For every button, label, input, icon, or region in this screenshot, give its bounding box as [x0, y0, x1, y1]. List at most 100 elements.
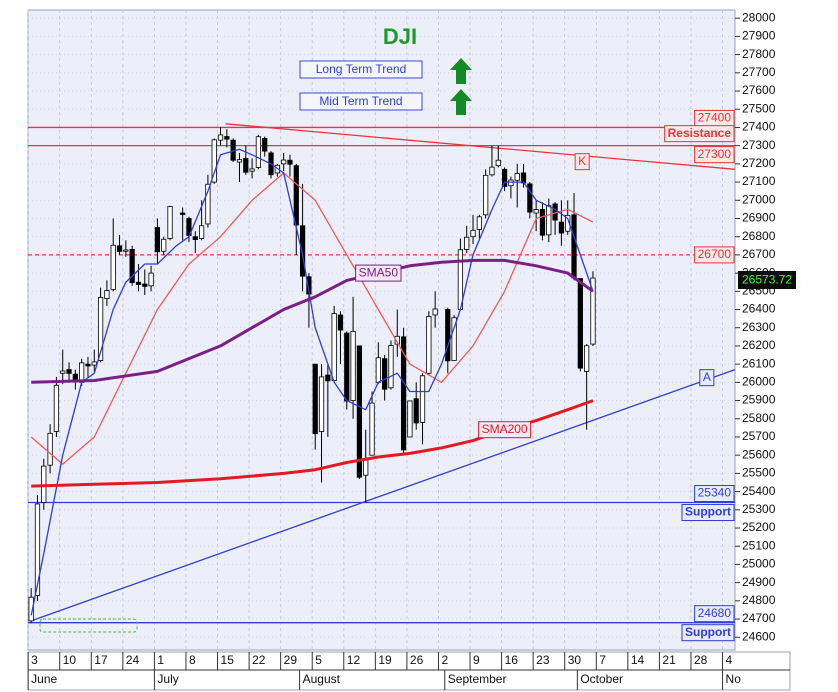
- y-tick-label: 25100: [742, 538, 776, 552]
- candle-body: [180, 212, 186, 215]
- plot-area: [27, 9, 736, 651]
- candle-body: [344, 332, 350, 402]
- candle-body: [148, 272, 154, 287]
- y-tick-label: 27500: [742, 101, 776, 115]
- x-tick-label: 8: [189, 653, 196, 667]
- candle-body: [527, 183, 533, 213]
- y-tick-label: 27400: [742, 120, 776, 134]
- level-note: Support: [685, 505, 731, 519]
- candle-body: [104, 290, 110, 299]
- trend-label-box: [699, 369, 715, 387]
- candle-body: [154, 227, 161, 253]
- level-value: 25340: [698, 486, 732, 500]
- x-tick-label: 3: [31, 653, 38, 667]
- candle-body: [470, 229, 476, 238]
- candle-body: [217, 134, 224, 141]
- y-tick-label: 27900: [742, 29, 776, 43]
- candle-body: [293, 165, 299, 226]
- candle-body: [205, 183, 211, 225]
- candle-body: [476, 216, 482, 230]
- series-label-box: [478, 421, 532, 439]
- trend-label: Long Term Trend: [316, 62, 407, 76]
- candle-body: [97, 297, 104, 361]
- month-label: September: [448, 672, 507, 686]
- y-tick-label: 25300: [742, 502, 776, 516]
- candle-body: [91, 361, 97, 366]
- y-tick-label: 27700: [742, 65, 776, 79]
- candle-body: [53, 384, 60, 432]
- candle-body: [445, 309, 451, 362]
- candle-body: [508, 179, 514, 187]
- y-tick-label: 25400: [742, 484, 776, 498]
- y-tick-label: 25200: [742, 520, 776, 534]
- candle-body: [451, 317, 457, 361]
- y-tick-label: 26700: [742, 247, 776, 261]
- x-tick-label: 16: [505, 653, 519, 667]
- trend-line: [30, 368, 736, 622]
- x-tick-label: 2: [441, 653, 448, 667]
- candle-body: [337, 314, 344, 331]
- x-tick-label: 12: [347, 653, 361, 667]
- candle-body: [394, 335, 400, 345]
- level-note: Support: [685, 625, 731, 639]
- candle-body: [432, 308, 438, 316]
- candle-body: [312, 363, 318, 435]
- level-value: 27400: [698, 111, 732, 125]
- series-label-box: [355, 264, 402, 282]
- level-value: 27300: [698, 147, 732, 161]
- y-tick-label: 27200: [742, 156, 776, 170]
- candle-body: [356, 345, 363, 478]
- candle-body: [110, 244, 116, 290]
- level-value: 26700: [698, 247, 732, 261]
- highlight-box: [39, 618, 138, 633]
- x-tick-label: 4: [726, 653, 733, 667]
- y-tick-label: 27300: [742, 138, 776, 152]
- x-tick-label: 30: [568, 653, 582, 667]
- indicator-line: [30, 172, 594, 465]
- candle-body: [318, 376, 325, 432]
- y-tick-label: 27000: [742, 192, 776, 206]
- x-tick-label: 7: [599, 653, 606, 667]
- candle-body: [161, 238, 167, 252]
- candle-body: [211, 139, 217, 183]
- candle-body: [400, 336, 407, 451]
- candle-body: [243, 157, 249, 173]
- trend-box: [299, 60, 423, 79]
- x-axis-band: [27, 651, 791, 691]
- series-label: SMA200: [482, 422, 528, 436]
- candle-body: [34, 503, 41, 596]
- candle-body: [299, 225, 306, 277]
- x-tick-label: 5: [315, 653, 322, 667]
- y-tick-label: 27600: [742, 83, 776, 97]
- level-value-box: [694, 485, 735, 503]
- x-tick-label: 9: [473, 653, 480, 667]
- trend-line: [225, 123, 736, 170]
- candle-body: [224, 136, 230, 140]
- y-tick-label: 24900: [742, 575, 776, 589]
- chart-title: DJI: [383, 24, 417, 49]
- candle-body: [262, 137, 268, 152]
- y-tick-label: 27800: [742, 47, 776, 61]
- candle-body: [533, 209, 539, 214]
- x-tick-label: 29: [284, 653, 298, 667]
- candle-body: [28, 596, 34, 622]
- y-tick-label: 25800: [742, 411, 776, 425]
- candle-body: [501, 168, 508, 187]
- y-tick-label: 26000: [742, 375, 776, 389]
- candle-body: [558, 221, 565, 234]
- candle-body: [281, 159, 287, 165]
- candle-body: [577, 278, 583, 369]
- candle-body: [369, 402, 375, 456]
- y-tick-label: 25600: [742, 447, 776, 461]
- candle-body: [236, 159, 243, 163]
- x-tick-label: 1: [157, 653, 164, 667]
- trend-label: Mid Term Trend: [319, 94, 402, 108]
- candle-body: [255, 136, 262, 168]
- candle-body: [249, 168, 255, 172]
- y-tick-label: 26100: [742, 356, 776, 370]
- y-tick-label: 26300: [742, 320, 776, 334]
- candle-body: [546, 205, 552, 236]
- y-tick-label: 24600: [742, 629, 776, 643]
- x-tick-label: 15: [221, 653, 235, 667]
- level-value: 24680: [698, 606, 732, 620]
